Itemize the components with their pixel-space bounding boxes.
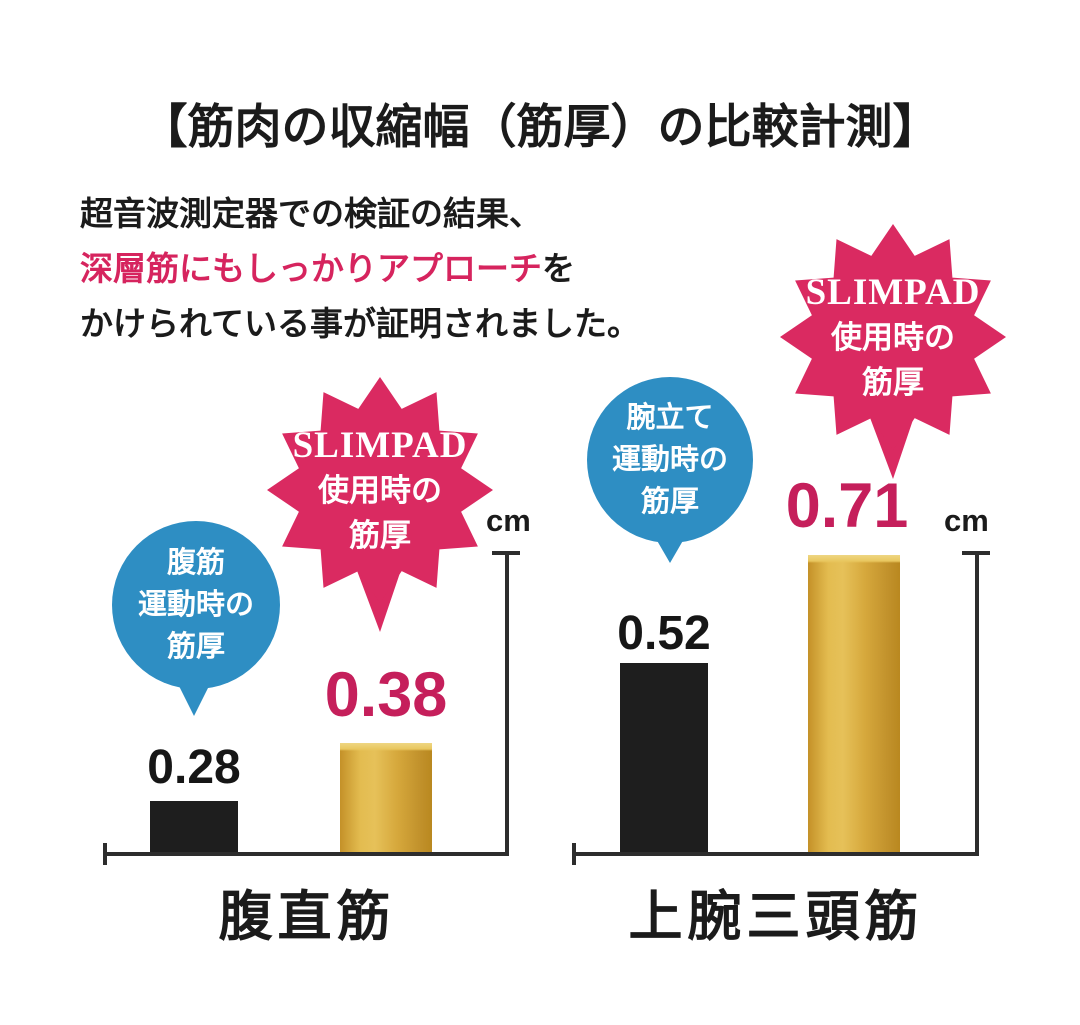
bar-value-label-slimpad: 0.71	[785, 471, 909, 541]
intro-line-2-suffix: を	[542, 250, 575, 287]
bubble-tail	[648, 525, 692, 563]
bar-value-label: 0.28	[147, 741, 241, 794]
category-label: 上腕三頭筋	[628, 887, 924, 947]
bubble-line: 筋厚	[166, 631, 225, 663]
slimpad-brand-label: SLIMPAD	[292, 425, 468, 466]
intro-paragraph: 超音波測定器での検証の結果、 深層筋にもしっかりアプローチを かけられている事が…	[80, 186, 640, 351]
y-axis-line	[505, 553, 509, 856]
exercise-bubble: 腹筋 運動時の 筋厚	[112, 521, 280, 689]
slimpad-callout: SLIMPAD 使用時の 筋厚	[250, 424, 510, 558]
bubble-tail	[172, 672, 216, 716]
slimpad-callout-line: 使用時の	[831, 320, 955, 355]
y-axis-tick	[492, 551, 520, 555]
bar-slimpad	[340, 743, 432, 852]
intro-highlight: 深層筋にもしっかりアプローチ	[80, 250, 542, 287]
slimpad-callout: SLIMPAD 使用時の 筋厚	[763, 271, 1023, 405]
bar-normal-exercise	[620, 663, 708, 852]
x-axis-line	[573, 852, 979, 856]
y-axis-tick	[962, 551, 990, 555]
intro-line-1: 超音波測定器での検証の結果、	[80, 195, 542, 232]
x-axis-line	[104, 852, 509, 856]
y-axis-line	[975, 553, 979, 856]
unit-label-cm: cm	[486, 503, 531, 538]
starburst-shape	[780, 224, 1006, 450]
slimpad-callout-line: 筋厚	[349, 518, 411, 553]
slimpad-callout-line: 使用時の	[318, 473, 442, 508]
x-axis-tick	[572, 843, 576, 865]
intro-line-2: 深層筋にもしっかりアプローチを	[80, 241, 640, 296]
intro-line-3: かけられている事が証明されました。	[80, 305, 641, 342]
exercise-bubble: 腕立て 運動時の 筋厚	[587, 377, 753, 543]
starburst-tail	[353, 558, 405, 632]
bubble-line: 腹筋	[166, 547, 225, 579]
starburst-tail	[866, 405, 918, 479]
page-title: 【筋肉の収縮幅（筋厚）の比較計測】	[140, 100, 940, 153]
bubble-line: 筋厚	[640, 486, 699, 518]
bar-value-label: 0.52	[617, 607, 711, 660]
bar-value-label-slimpad: 0.38	[324, 660, 448, 730]
unit-label-cm: cm	[944, 503, 989, 538]
slimpad-starburst-icon	[780, 224, 1006, 479]
starburst-shape	[267, 377, 493, 603]
bubble-line: 運動時の	[611, 444, 728, 476]
bubble-line: 運動時の	[137, 589, 254, 621]
category-label: 腹直筋	[218, 887, 396, 947]
x-axis-tick	[103, 843, 107, 865]
slimpad-callout-line: 筋厚	[862, 365, 924, 400]
slimpad-brand-label: SLIMPAD	[805, 272, 981, 313]
bar-normal-exercise	[150, 801, 238, 852]
bubble-line: 腕立て	[626, 402, 714, 434]
bar-slimpad	[808, 555, 900, 852]
slimpad-starburst-icon	[267, 377, 493, 632]
